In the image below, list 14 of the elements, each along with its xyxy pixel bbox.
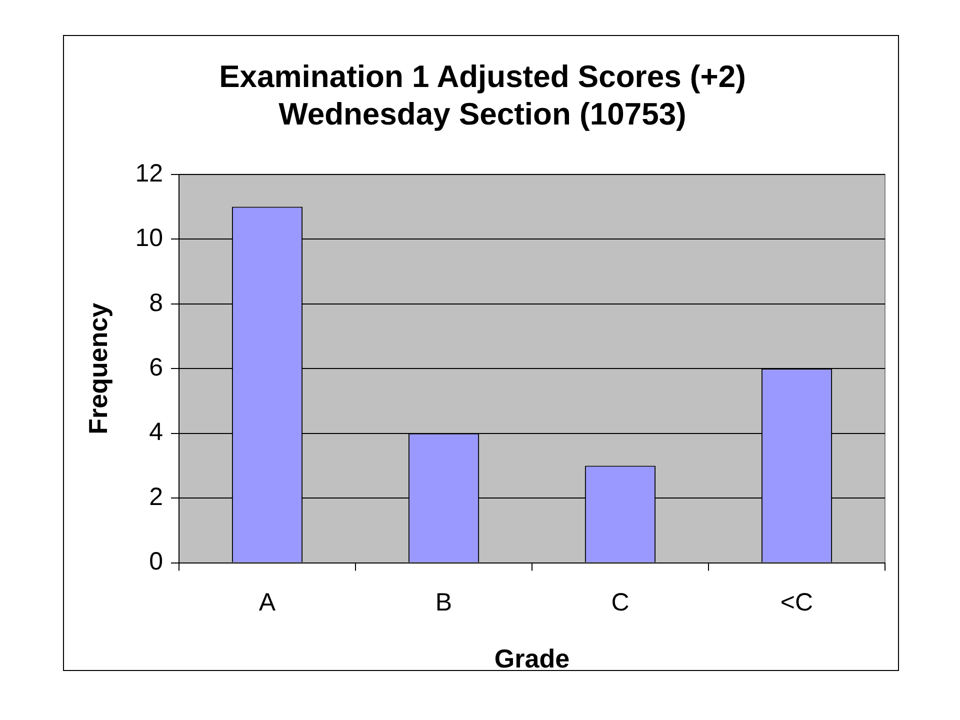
- x-tick-label: <C: [780, 588, 814, 617]
- chart-title: Examination 1 Adjusted Scores (+2) Wednesday Section (10753): [219, 59, 746, 132]
- y-tick-label: 2: [149, 482, 164, 511]
- y-tick-label: 4: [149, 418, 164, 446]
- y-tick-label: 12: [135, 159, 164, 188]
- y-tick-label: 10: [135, 224, 164, 252]
- y-axis-title: Frequency: [82, 302, 113, 434]
- y-tick-label: 6: [149, 353, 164, 382]
- x-axis-title: Grade: [494, 644, 570, 674]
- x-tick-label: A: [258, 588, 276, 617]
- y-tick-label: 0: [149, 548, 164, 576]
- x-tick-label: B: [435, 588, 452, 617]
- x-tick-label: C: [611, 588, 630, 617]
- y-tick-label: 8: [149, 288, 164, 317]
